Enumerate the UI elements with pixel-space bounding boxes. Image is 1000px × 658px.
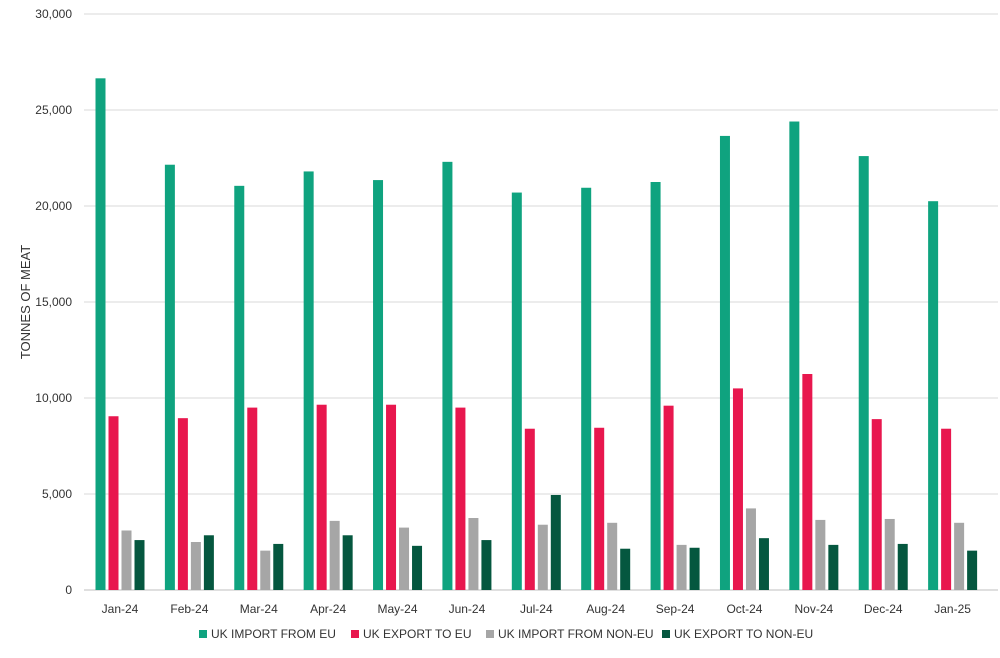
bar-uk-import-from-non-eu — [954, 522, 965, 590]
x-tick-label: Jul-24 — [520, 602, 553, 616]
bar-uk-export-to-eu — [941, 428, 952, 590]
bar-uk-export-to-eu — [177, 418, 188, 590]
x-tick-label: Sep-24 — [656, 602, 695, 616]
bars — [95, 78, 978, 591]
bar-uk-export-to-non-eu — [967, 550, 978, 590]
legend: UK IMPORT FROM EU UK EXPORT TO EU UK IMPOR… — [199, 627, 813, 641]
y-tick-label: 15,000 — [35, 295, 72, 309]
x-axis-ticks: Jan-24 Feb-24 Mar-24 Apr-24 May-24 Jun-24 Jul-… — [102, 602, 972, 616]
bar-uk-export-to-non-eu — [620, 548, 631, 590]
bar-uk-export-to-eu — [732, 388, 743, 590]
bar-uk-import-from-eu — [789, 121, 800, 591]
bar-uk-import-from-eu — [442, 161, 453, 590]
y-tick-label: 20,000 — [35, 199, 72, 213]
legend-label: UK IMPORT FROM NON-EU — [498, 627, 654, 641]
y-tick-label: 5,000 — [42, 487, 72, 501]
bar-uk-import-from-eu — [928, 201, 939, 590]
legend-swatch — [662, 630, 670, 638]
bar-uk-import-from-eu — [719, 135, 730, 591]
bar-uk-import-from-non-eu — [190, 542, 201, 590]
x-tick-label: May-24 — [378, 602, 418, 616]
bar-uk-import-from-eu — [650, 182, 661, 590]
bar-uk-import-from-non-eu — [607, 522, 618, 590]
bar-uk-export-to-eu — [247, 407, 258, 590]
legend-swatch — [486, 630, 494, 638]
bar-uk-export-to-non-eu — [550, 494, 561, 590]
legend-label: UK EXPORT TO EU — [363, 627, 471, 641]
legend-label: UK IMPORT FROM EU — [211, 627, 336, 641]
bar-uk-export-to-non-eu — [203, 535, 214, 590]
bar-uk-import-from-non-eu — [399, 527, 410, 590]
bar-uk-export-to-non-eu — [897, 543, 908, 590]
bar-uk-export-to-non-eu — [481, 540, 492, 590]
bar-uk-import-from-eu — [511, 192, 522, 590]
x-tick-label: Feb-24 — [170, 602, 208, 616]
x-tick-label: Oct-24 — [726, 602, 762, 616]
bar-uk-export-to-non-eu — [342, 535, 353, 590]
bar-uk-export-to-non-eu — [412, 545, 423, 590]
bar-uk-import-from-eu — [303, 171, 314, 590]
bar-uk-export-to-non-eu — [134, 540, 145, 590]
bar-uk-export-to-eu — [455, 407, 466, 590]
x-tick-label: Jun-24 — [449, 602, 486, 616]
x-tick-label: Jan-24 — [102, 602, 139, 616]
bar-uk-import-from-non-eu — [537, 524, 548, 590]
bar-uk-export-to-eu — [871, 419, 882, 590]
legend-label: UK EXPORT TO NON-EU — [674, 627, 813, 641]
bar-uk-import-from-non-eu — [329, 520, 340, 590]
legend-swatch — [199, 630, 207, 638]
bar-uk-import-from-non-eu — [884, 518, 895, 590]
x-tick-label: Jan-25 — [934, 602, 971, 616]
bar-uk-export-to-non-eu — [828, 544, 839, 590]
bar-uk-export-to-non-eu — [689, 547, 700, 590]
bar-uk-export-to-eu — [386, 404, 397, 590]
bar-uk-export-to-eu — [316, 404, 327, 590]
bar-uk-import-from-non-eu — [676, 544, 687, 590]
bar-uk-export-to-eu — [524, 428, 535, 590]
bar-uk-import-from-non-eu — [121, 530, 132, 590]
x-tick-label: Mar-24 — [240, 602, 278, 616]
legend-swatch — [351, 630, 359, 638]
bar-uk-import-from-non-eu — [745, 508, 756, 590]
y-tick-label: 0 — [65, 583, 72, 597]
y-axis-title: TONNES OF MEAT — [18, 245, 33, 359]
bar-uk-export-to-eu — [663, 405, 674, 590]
bar-uk-import-from-eu — [581, 187, 592, 590]
bar-uk-export-to-eu — [802, 374, 813, 590]
y-axis-ticks: 0 5,000 10,000 15,000 20,000 25,000 30,000 — [35, 7, 72, 597]
y-tick-label: 30,000 — [35, 7, 72, 21]
bar-uk-export-to-eu — [108, 416, 119, 590]
bar-uk-import-from-non-eu — [260, 550, 271, 590]
bar-uk-import-from-eu — [164, 164, 175, 590]
bar-uk-import-from-non-eu — [815, 519, 826, 590]
bar-uk-import-from-eu — [95, 78, 106, 590]
x-tick-label: Aug-24 — [586, 602, 625, 616]
bar-uk-export-to-non-eu — [758, 538, 769, 590]
bar-uk-import-from-non-eu — [468, 518, 479, 590]
y-tick-label: 25,000 — [35, 103, 72, 117]
bar-uk-import-from-eu — [234, 185, 245, 590]
x-tick-label: Nov-24 — [795, 602, 834, 616]
bar-uk-import-from-eu — [858, 156, 869, 590]
bar-uk-export-to-non-eu — [273, 543, 284, 590]
bar-uk-import-from-eu — [373, 180, 384, 590]
x-tick-label: Dec-24 — [864, 602, 903, 616]
x-tick-label: Apr-24 — [310, 602, 346, 616]
y-tick-label: 10,000 — [35, 391, 72, 405]
bar-uk-export-to-eu — [594, 427, 605, 590]
